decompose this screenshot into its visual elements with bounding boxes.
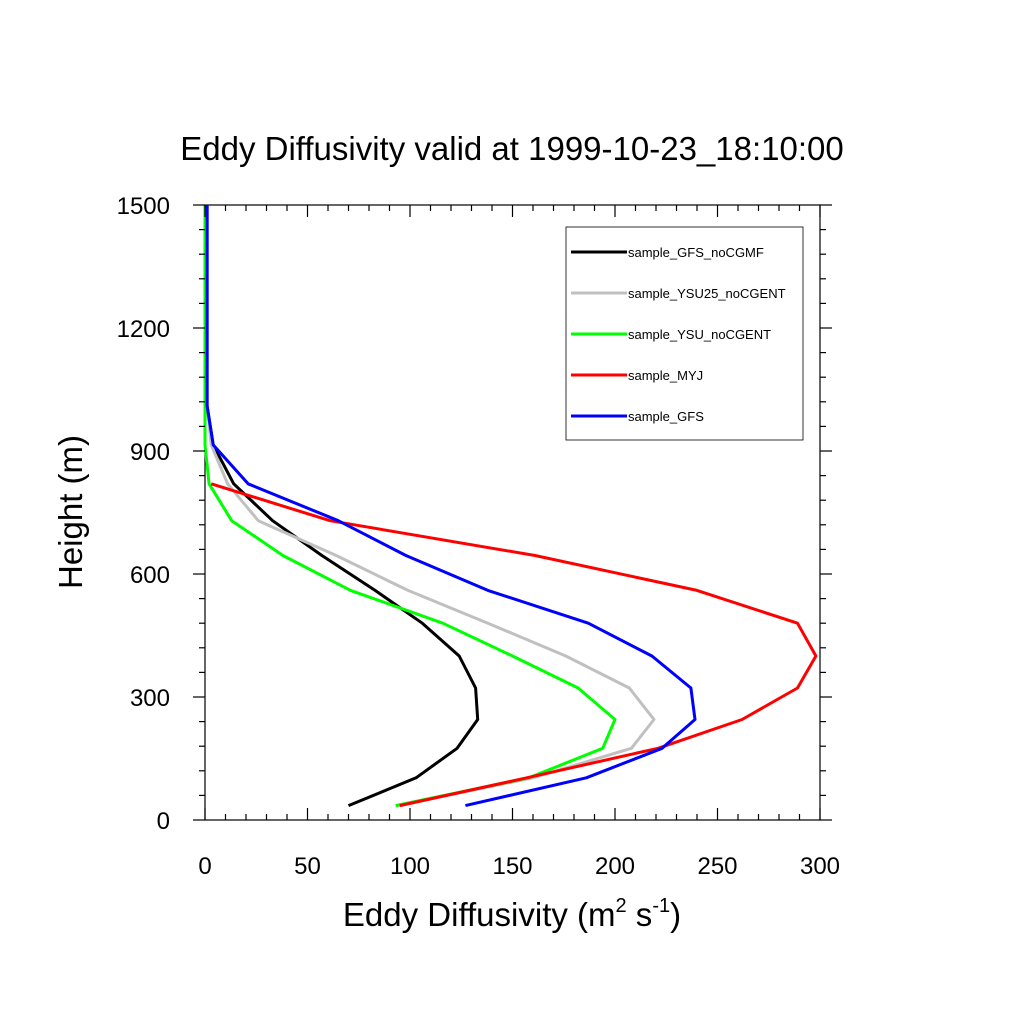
- y-tick-label: 300: [130, 685, 170, 712]
- y-tick-label: 1500: [117, 193, 170, 220]
- x-axis-label-sup1: 2: [616, 895, 627, 917]
- x-axis-label-mid: s: [627, 896, 653, 933]
- legend-label: sample_YSU25_noCGENT: [628, 286, 786, 301]
- legend-label: sample_GFS: [628, 409, 704, 424]
- series-line-sample_GFS_noCGMF: [205, 205, 480, 807]
- x-tick-label: 50: [294, 853, 321, 880]
- x-axis-label: Eddy Diffusivity (m2 s-1): [343, 895, 681, 933]
- y-tick-label: 900: [130, 439, 170, 466]
- x-tick-label: 100: [390, 853, 430, 880]
- series-layer: [203, 205, 818, 808]
- x-axis-label-main: Eddy Diffusivity (m: [343, 896, 616, 933]
- series-line-sample_YSU25_noCGENT: [205, 205, 656, 808]
- x-tick-label: 0: [198, 853, 211, 880]
- chart-title: Eddy Diffusivity valid at 1999-10-23_18:…: [180, 130, 843, 167]
- y-tick-label: 1200: [117, 316, 170, 343]
- legend-label: sample_GFS_noCGMF: [628, 245, 764, 260]
- axis-layer: 0 50 100 150 200 250 300 0 300 600 900 1200 1500: [117, 193, 840, 880]
- y-axis-label: Height (m): [52, 435, 89, 589]
- y-tick-label: 600: [130, 562, 170, 589]
- legend-label: sample_YSU_noCGENT: [628, 327, 771, 342]
- x-tick-label: 300: [800, 853, 840, 880]
- x-tick-label: 150: [492, 853, 532, 880]
- x-axis-label-end: ): [670, 896, 681, 933]
- series-line-sample_YSU_noCGENT: [203, 205, 617, 808]
- legend-label: sample_MYJ: [628, 368, 703, 383]
- y-tick-label: 0: [157, 808, 170, 835]
- x-tick-label: 250: [697, 853, 737, 880]
- x-tick-label: 200: [595, 853, 635, 880]
- x-axis-label-sup2: -1: [652, 895, 670, 917]
- legend: sample_GFS_noCGMF sample_YSU25_noCGENTsam…: [565, 226, 804, 441]
- series-line-sample_MYJ: [210, 482, 818, 808]
- series-line-sample_GFS: [205, 205, 697, 808]
